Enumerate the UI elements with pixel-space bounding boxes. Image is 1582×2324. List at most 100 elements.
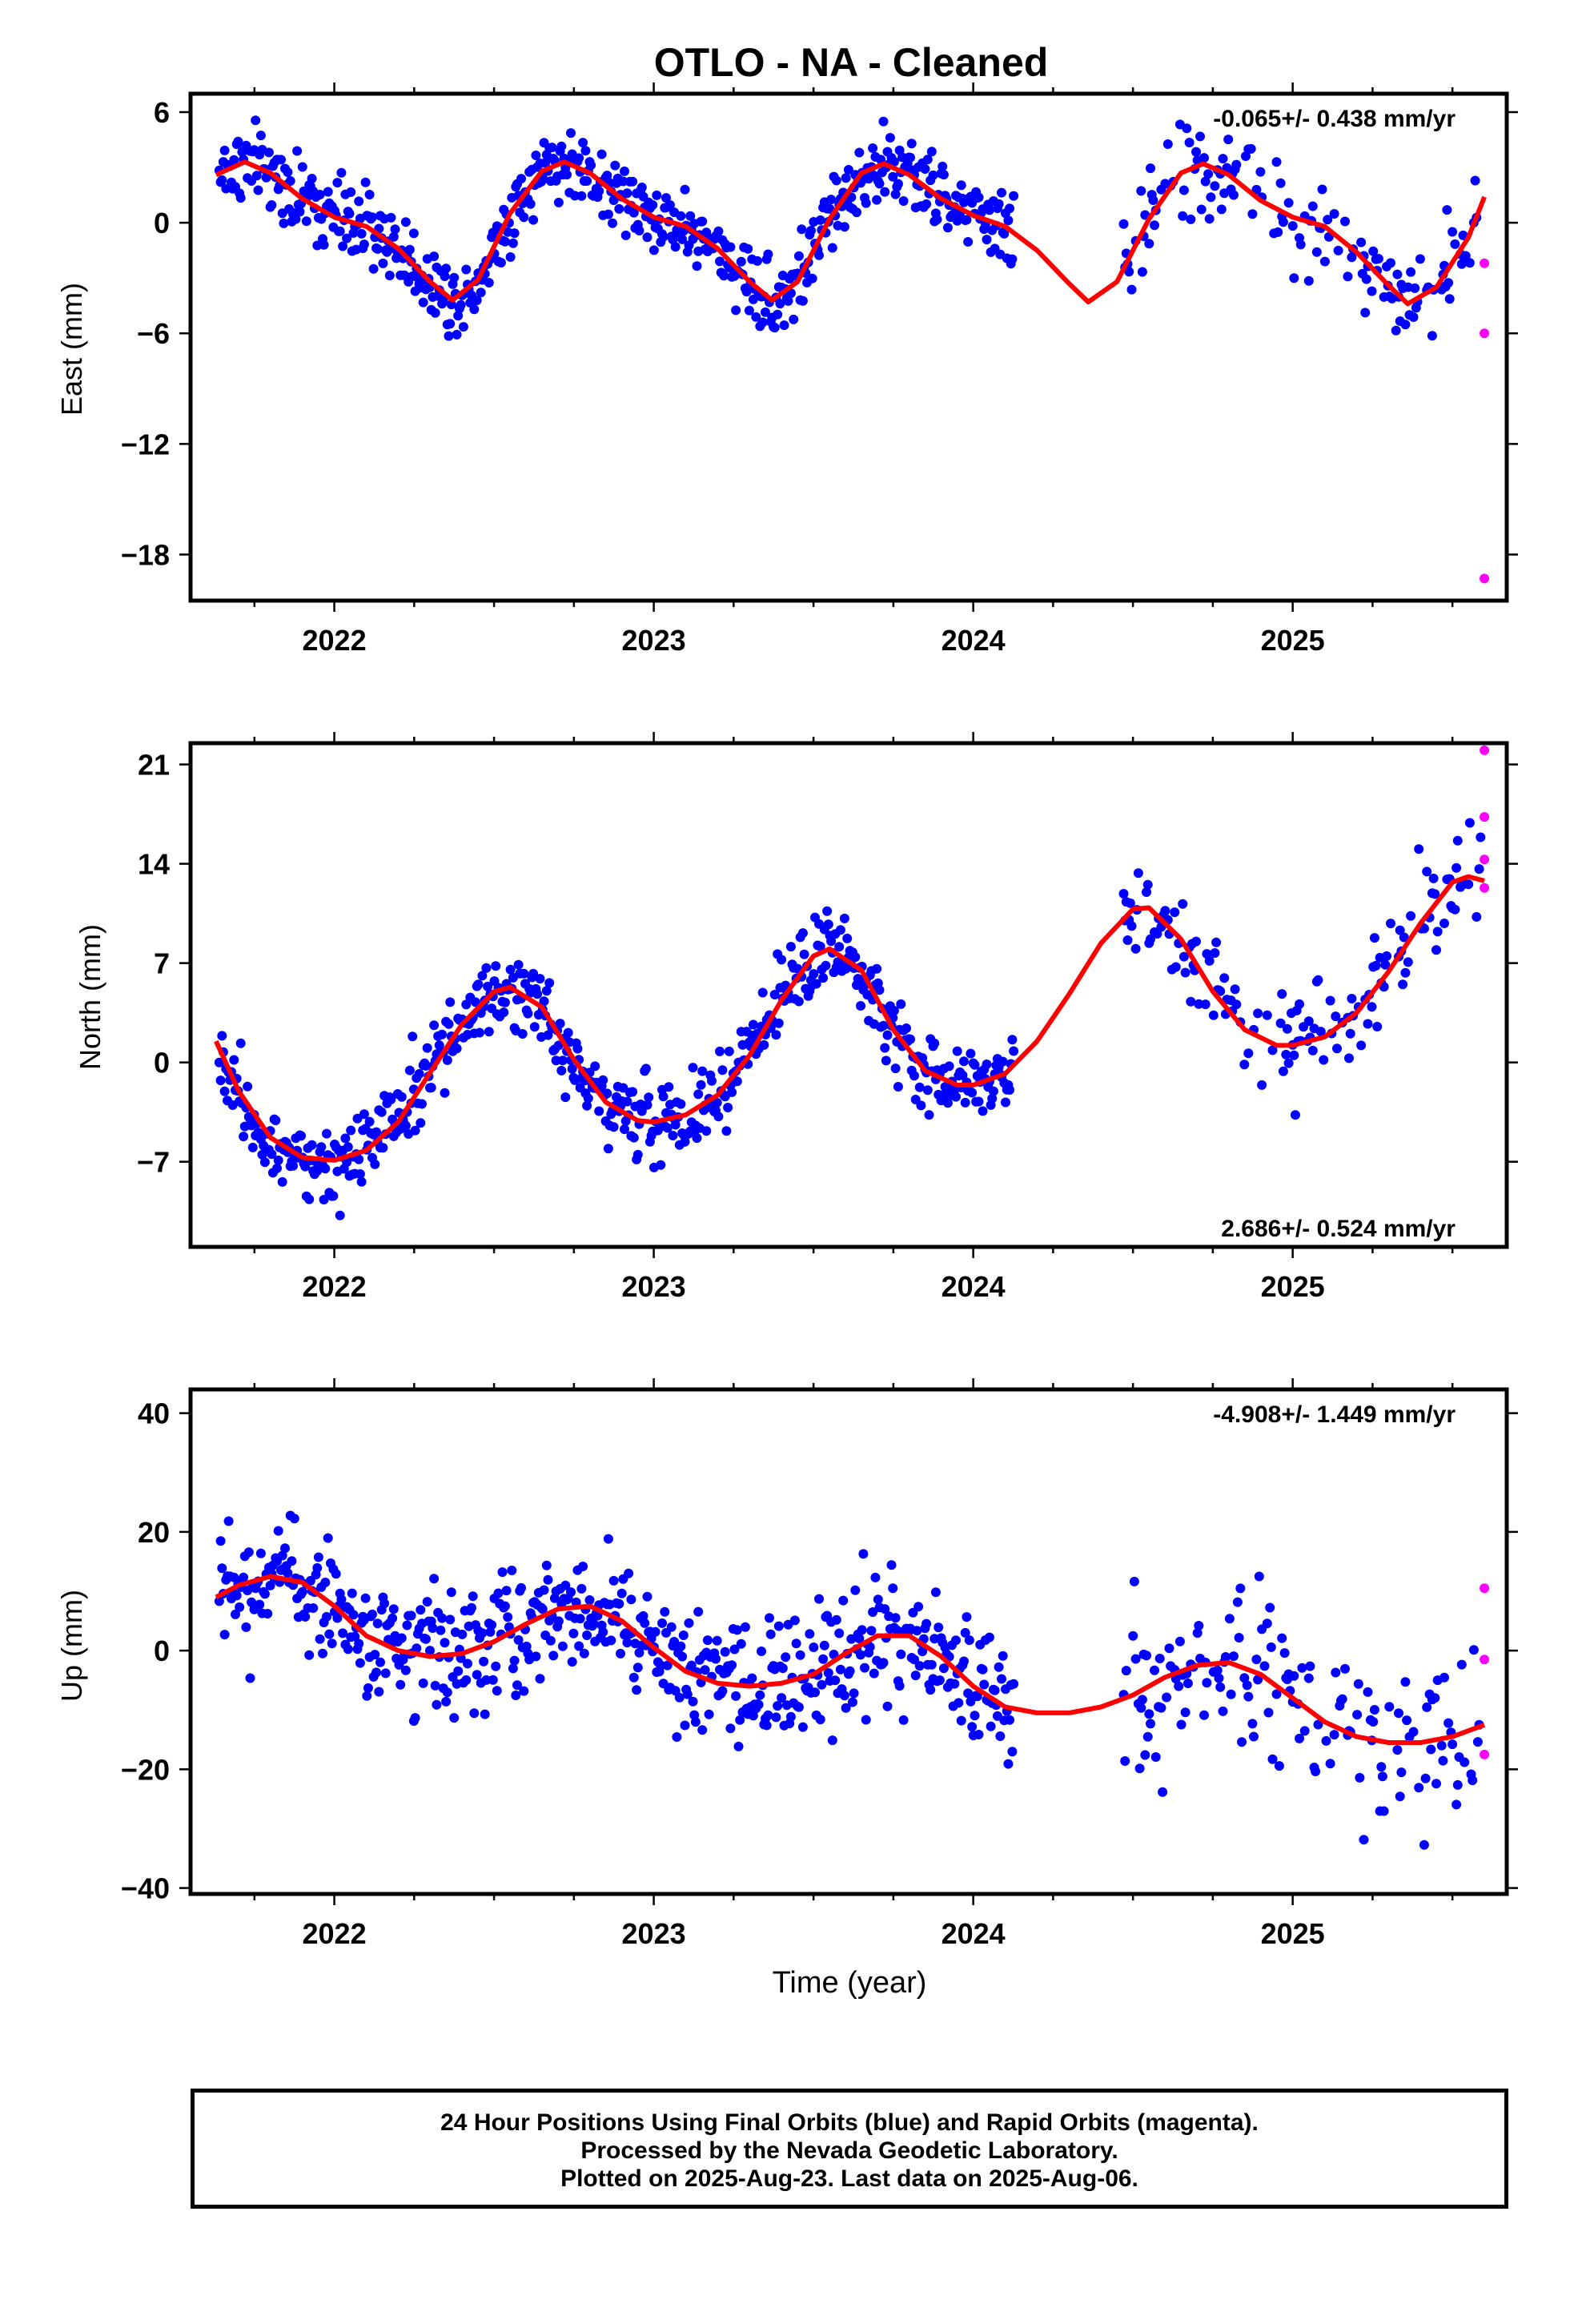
up-final-point [1146, 1719, 1155, 1729]
up-frame [188, 1387, 1509, 1896]
up-final-point [338, 1628, 348, 1638]
north-final-point [590, 1061, 600, 1072]
north-final-point [235, 1038, 246, 1048]
east-final-point [677, 234, 688, 244]
up-final-point [336, 1594, 347, 1605]
north-final-point [628, 1132, 639, 1143]
north-model-curve [214, 874, 1485, 1163]
up-y-tick-label: −20 [121, 1753, 170, 1786]
north-final-point [922, 1085, 933, 1096]
east-final-point [889, 157, 899, 167]
up-final-point [1128, 1630, 1138, 1641]
north-final-point [217, 1031, 227, 1041]
north-rapid-point [1480, 854, 1490, 865]
up-final-point [402, 1620, 412, 1630]
up-final-point [909, 1655, 919, 1665]
up-final-point [247, 1597, 257, 1607]
up-final-point [917, 1647, 928, 1657]
north-final-point [823, 919, 833, 930]
up-final-point [878, 1658, 889, 1668]
up-final-point [614, 1598, 624, 1609]
east-final-point [500, 236, 510, 247]
east-final-point [580, 146, 591, 156]
east-final-point [1347, 252, 1357, 263]
north-final-point [1369, 933, 1379, 943]
east-final-point [932, 215, 942, 225]
up-final-point [954, 1698, 964, 1708]
up-final-point [761, 1720, 772, 1731]
up-final-point [1400, 1677, 1411, 1687]
up-final-point [662, 1660, 673, 1671]
up-final-point [492, 1686, 502, 1696]
north-final-point [1399, 932, 1409, 943]
up-final-point [711, 1654, 721, 1664]
east-final-point [938, 170, 949, 180]
east-final-point [999, 228, 1010, 239]
up-final-point [839, 1691, 849, 1701]
north-final-point [916, 1100, 926, 1111]
up-final-point [858, 1549, 869, 1559]
up-final-point [535, 1674, 545, 1684]
up-final-point [854, 1634, 865, 1644]
north-final-points [214, 818, 1486, 1220]
up-final-point [348, 1610, 359, 1620]
up-final-point [995, 1731, 1006, 1741]
up-final-point [441, 1696, 452, 1707]
up-final-point [461, 1675, 472, 1685]
north-final-point [712, 1097, 722, 1108]
east-final-point [843, 165, 853, 175]
north-final-point [437, 1029, 448, 1039]
north-final-point [1476, 832, 1486, 842]
up-final-point [765, 1629, 776, 1639]
up-final-point [686, 1660, 697, 1671]
north-final-point [271, 1116, 281, 1125]
up-final-point [1299, 1726, 1310, 1736]
north-final-point [582, 1100, 592, 1111]
up-final-point [277, 1550, 287, 1561]
north-final-point [583, 1093, 593, 1104]
east-final-point [1273, 227, 1283, 237]
up-final-point [1140, 1750, 1150, 1760]
up-final-point [350, 1631, 360, 1642]
up-final-point [578, 1562, 588, 1571]
up-final-point [1267, 1754, 1278, 1764]
up-final-point [574, 1641, 584, 1651]
up-final-point [1456, 1659, 1467, 1670]
north-final-point [797, 928, 808, 939]
up-final-point [757, 1647, 766, 1656]
north-final-point [1452, 835, 1463, 846]
up-final-point [491, 1661, 501, 1671]
up-final-point [1005, 1715, 1014, 1725]
north-final-point [1001, 1097, 1010, 1108]
east-final-point [229, 155, 239, 165]
footer-line: 24 Hour Positions Using Final Orbits (bl… [440, 2109, 1259, 2136]
up-final-point [740, 1622, 750, 1632]
east-final-point [586, 160, 596, 171]
east-final-point [769, 323, 780, 333]
east-final-point [839, 222, 849, 232]
east-final-point [697, 216, 708, 227]
up-final-point [1176, 1719, 1186, 1730]
east-final-point [676, 211, 686, 221]
up-final-point [1443, 1718, 1454, 1728]
north-final-point [721, 1126, 732, 1136]
north-final-point [1380, 959, 1391, 970]
east-final-point [868, 143, 878, 153]
east-final-point [346, 187, 356, 197]
north-final-point [1178, 899, 1188, 909]
up-final-point [531, 1651, 541, 1662]
up-final-point [354, 1638, 364, 1649]
north-final-point [960, 1097, 970, 1108]
up-final-point [243, 1586, 253, 1595]
north-final-point [1262, 1010, 1272, 1020]
east-final-point [359, 239, 369, 250]
north-final-point [1414, 844, 1424, 854]
up-final-point [748, 1711, 758, 1721]
north-final-point [959, 1056, 969, 1067]
north-final-point [662, 1123, 673, 1133]
up-final-point [642, 1591, 652, 1602]
north-final-point [359, 1109, 369, 1120]
north-final-point [1186, 996, 1196, 1007]
up-final-point [243, 1547, 254, 1558]
up-final-point [308, 1603, 319, 1613]
